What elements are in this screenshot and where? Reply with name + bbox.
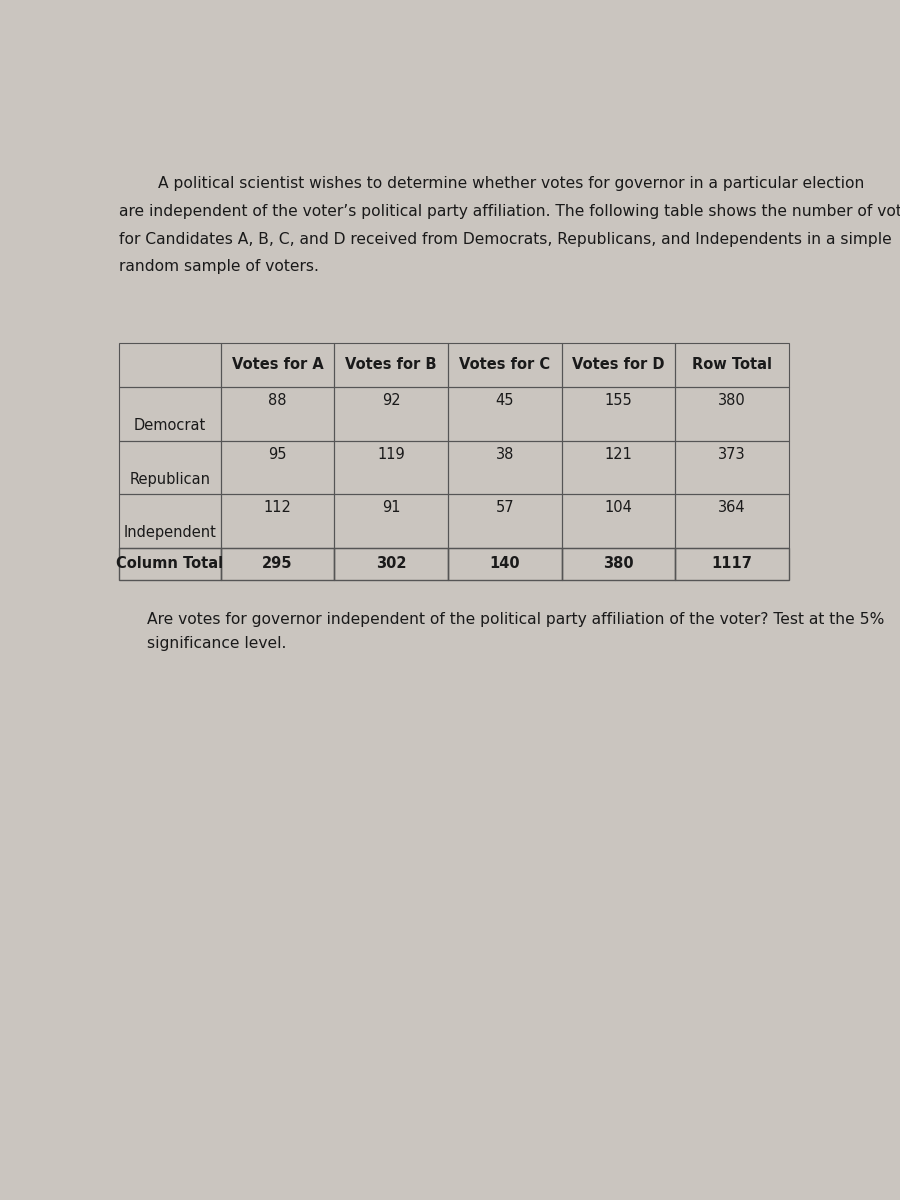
Bar <box>562 440 675 494</box>
Text: Are votes for governor independent of the political party affiliation of the vot: Are votes for governor independent of th… <box>148 612 885 650</box>
Bar <box>220 388 334 440</box>
Text: Votes for A: Votes for A <box>231 358 323 372</box>
Bar <box>675 547 789 580</box>
Text: 295: 295 <box>262 557 292 571</box>
Bar <box>448 547 562 580</box>
Bar <box>220 547 334 580</box>
Text: 92: 92 <box>382 392 400 408</box>
Text: 88: 88 <box>268 392 287 408</box>
Text: for Candidates A, B, C, and D received from Democrats, Republicans, and Independ: for Candidates A, B, C, and D received f… <box>120 232 892 247</box>
Bar <box>220 440 334 494</box>
Bar <box>334 547 448 580</box>
Text: 140: 140 <box>490 557 520 571</box>
Text: random sample of voters.: random sample of voters. <box>120 259 320 275</box>
Text: A political scientist wishes to determine whether votes for governor in a partic: A political scientist wishes to determin… <box>120 176 865 191</box>
Bar <box>334 494 448 547</box>
Text: 373: 373 <box>718 446 746 462</box>
Bar <box>220 494 334 547</box>
Text: Votes for C: Votes for C <box>459 358 551 372</box>
Text: 38: 38 <box>496 446 514 462</box>
Bar <box>220 343 334 388</box>
Text: 104: 104 <box>605 500 633 515</box>
Text: 121: 121 <box>605 446 633 462</box>
Bar <box>120 494 220 547</box>
Bar <box>120 343 220 388</box>
Bar <box>448 440 562 494</box>
Text: Votes for B: Votes for B <box>346 358 436 372</box>
Bar <box>675 440 789 494</box>
Text: 119: 119 <box>377 446 405 462</box>
Bar <box>334 343 448 388</box>
Text: Row Total: Row Total <box>692 358 772 372</box>
Bar <box>562 343 675 388</box>
Bar <box>562 547 675 580</box>
Bar <box>448 343 562 388</box>
Bar <box>120 388 220 440</box>
Text: 95: 95 <box>268 446 287 462</box>
Bar <box>448 388 562 440</box>
Text: 155: 155 <box>605 392 633 408</box>
Text: Republican: Republican <box>130 472 211 487</box>
Bar <box>120 440 220 494</box>
Bar <box>334 388 448 440</box>
Text: 1117: 1117 <box>712 557 752 571</box>
Text: 380: 380 <box>603 557 634 571</box>
Text: are independent of the voter’s political party affiliation. The following table : are independent of the voter’s political… <box>120 204 900 220</box>
Bar <box>675 494 789 547</box>
Text: 91: 91 <box>382 500 400 515</box>
Text: Column Total: Column Total <box>116 557 223 571</box>
Text: 112: 112 <box>264 500 292 515</box>
Text: Democrat: Democrat <box>134 418 206 433</box>
Text: 45: 45 <box>496 392 514 408</box>
Text: 364: 364 <box>718 500 746 515</box>
Bar <box>448 494 562 547</box>
Bar <box>675 388 789 440</box>
Bar <box>120 547 220 580</box>
Bar <box>562 388 675 440</box>
Bar <box>562 494 675 547</box>
Text: Votes for D: Votes for D <box>572 358 665 372</box>
Bar <box>675 343 789 388</box>
Text: 302: 302 <box>376 557 407 571</box>
Text: 57: 57 <box>496 500 514 515</box>
Text: 380: 380 <box>718 392 746 408</box>
Text: Independent: Independent <box>123 526 217 540</box>
Bar <box>334 440 448 494</box>
